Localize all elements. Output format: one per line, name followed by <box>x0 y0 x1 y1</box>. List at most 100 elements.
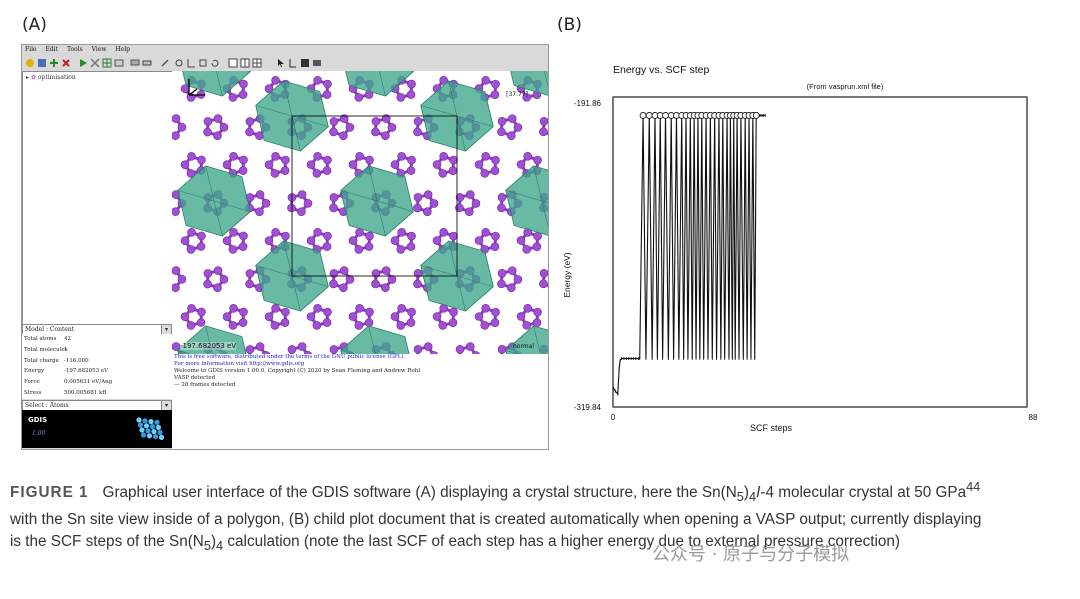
nitrogen-atom <box>348 312 358 321</box>
layers-icon[interactable] <box>142 58 152 68</box>
nitrogen-atom <box>481 76 490 85</box>
nitrogen-atom <box>238 242 248 251</box>
cell-icon[interactable] <box>198 58 208 68</box>
measure-icon[interactable] <box>160 58 170 68</box>
image-icon[interactable] <box>300 58 310 68</box>
view-single-icon[interactable] <box>228 58 238 68</box>
console-line: VASP detected <box>174 375 216 381</box>
nitrogen-atom <box>172 114 181 123</box>
property-key: Force <box>24 379 40 386</box>
chart-title: Energy vs. SCF step <box>613 64 709 76</box>
nitrogen-atom <box>281 155 290 165</box>
grid-icon[interactable] <box>102 58 112 68</box>
nitrogen-atom <box>406 166 416 175</box>
structure-viewport[interactable]: [37.77] -197.682053 eV normal <box>172 71 548 354</box>
nitrogen-atom <box>387 123 397 132</box>
nitrogen-atom <box>480 169 490 178</box>
nitrogen-atom <box>390 312 400 321</box>
nitrogen-atom <box>365 307 374 317</box>
refresh-icon[interactable] <box>210 58 220 68</box>
film-icon[interactable] <box>312 58 322 68</box>
add-icon[interactable] <box>49 58 59 68</box>
crystal-cube-icon <box>136 417 165 440</box>
chevron-down-icon[interactable]: ▾ <box>161 401 171 410</box>
nitrogen-atom <box>322 242 332 251</box>
property-key: Total molecules <box>24 346 68 353</box>
axes-icon[interactable] <box>186 58 196 68</box>
nitrogen-atom <box>413 345 423 354</box>
expand-icon[interactable]: ▸ <box>26 74 30 81</box>
rotate-icon[interactable] <box>174 58 184 68</box>
chevron-down-icon[interactable]: ▾ <box>161 325 171 334</box>
tree-item[interactable]: ▸ ✿ optimisation <box>26 74 76 81</box>
nitrogen-atom <box>312 321 322 330</box>
crystal-structure[interactable] <box>172 71 548 354</box>
view-split-icon[interactable] <box>240 58 250 68</box>
save-icon[interactable] <box>37 58 47 68</box>
nitrogen-atom <box>323 307 332 317</box>
menu-tools[interactable]: Tools <box>66 46 83 53</box>
nitrogen-atom <box>177 122 187 132</box>
nitrogen-atom <box>172 266 181 275</box>
nitrogen-atom <box>172 207 180 216</box>
nitrogen-atom <box>448 318 458 327</box>
nitrogen-atom <box>229 304 238 313</box>
menu-help[interactable]: Help <box>115 46 130 53</box>
nitrogen-atom <box>271 304 280 313</box>
nitrogen-atom <box>196 242 206 251</box>
polyhedron-edge <box>177 350 192 354</box>
cube-atom <box>139 427 145 433</box>
caption-text: calculation (note the last SCF of each s… <box>223 533 900 551</box>
viewport-energy: -197.682053 eV <box>180 342 237 350</box>
cube-atom <box>151 429 157 435</box>
menu-edit[interactable]: Edit <box>45 46 59 53</box>
nitrogen-atom <box>270 169 280 178</box>
menu-view[interactable]: View <box>91 46 107 53</box>
nitrogen-atom <box>280 318 290 327</box>
view-quad-icon[interactable] <box>252 58 262 68</box>
nitrogen-atom <box>497 127 506 137</box>
y-axis-label: Energy (eV) <box>562 252 572 298</box>
nitrogen-atom <box>539 279 548 289</box>
nitrogen-atom <box>264 84 274 93</box>
nitrogen-atom <box>313 152 322 161</box>
nitrogen-atom <box>481 304 490 313</box>
ruler-icon[interactable] <box>288 58 298 68</box>
pointer-icon[interactable] <box>276 58 286 68</box>
nitrogen-atom <box>339 131 348 140</box>
cube-atom <box>154 419 160 425</box>
nitrogen-atom <box>381 283 390 292</box>
nitrogen-atom <box>429 351 439 354</box>
nitrogen-atom <box>471 351 481 354</box>
property-row: Total charge -116.000 <box>22 356 172 367</box>
tools-icon[interactable] <box>90 58 100 68</box>
monitor-icon[interactable] <box>130 58 140 68</box>
console-line: This is free software, distributed under… <box>174 354 406 360</box>
polyhedron-edge <box>205 325 213 354</box>
nitrogen-atom <box>313 76 322 85</box>
nitrogen-atom <box>180 312 190 322</box>
open-icon[interactable] <box>25 58 35 68</box>
polyhedron-edge <box>505 350 520 354</box>
property-key: Total charge <box>24 357 59 364</box>
nitrogen-atom <box>264 236 274 245</box>
nitrogen-atom <box>306 312 316 321</box>
nitrogen-atom <box>264 312 274 321</box>
caption-line-1: FIGURE 1 Graphical user interface of the … <box>10 476 1072 509</box>
nitrogen-atom <box>348 160 358 169</box>
nitrogen-atom <box>532 242 542 252</box>
nitrogen-atom <box>481 152 490 161</box>
caption-reference[interactable]: 44 <box>966 479 981 494</box>
menu-file[interactable]: File <box>25 46 37 53</box>
table-icon[interactable] <box>114 58 124 68</box>
unit-cell <box>291 115 458 277</box>
delete-icon[interactable] <box>61 58 71 68</box>
property-key: Energy <box>24 368 45 375</box>
property-value: -197.682053 eV <box>64 368 109 375</box>
nitrogen-atom <box>513 123 523 132</box>
play-icon[interactable] <box>78 58 88 68</box>
nitrogen-atom <box>449 155 458 165</box>
nitrogen-atom <box>197 155 206 165</box>
nitrogen-atom <box>491 307 500 317</box>
nitrogen-atom <box>439 152 448 161</box>
